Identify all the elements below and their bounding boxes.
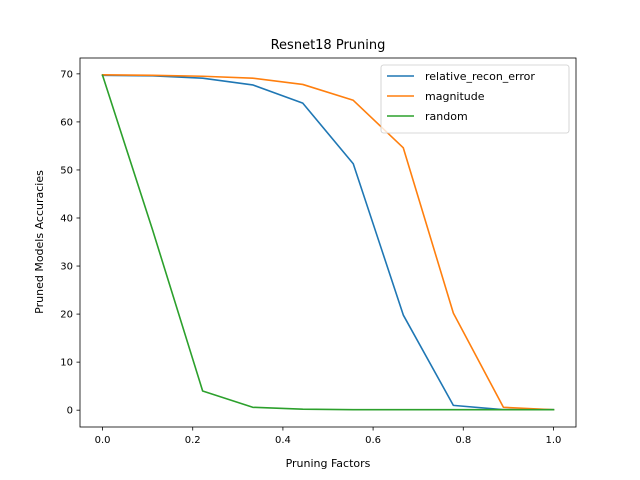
- x-axis-label: Pruning Factors: [286, 457, 371, 470]
- y-axis-label: Pruned Models Accuracies: [33, 170, 46, 314]
- x-tick-label: 0.0: [95, 435, 111, 446]
- chart-title: Resnet18 Pruning: [271, 38, 386, 53]
- y-tick-label: 60: [60, 117, 73, 128]
- series-line-1: [101, 74, 555, 411]
- series-line-0: [101, 74, 555, 411]
- y-tick-label: 20: [60, 310, 73, 321]
- series-line-2: [101, 74, 555, 411]
- legend-label-2: random: [425, 110, 468, 123]
- y-tick-label: 70: [60, 69, 73, 80]
- axes: 0.0 0.2 0.4 0.6 0.8 1.0 0 10 20 30 40 50 60 70: [60, 57, 577, 446]
- y-tick-label: 10: [60, 358, 73, 369]
- legend: relative_recon_error magnitude random: [380, 64, 570, 134]
- legend-label-1: magnitude: [425, 90, 485, 103]
- plot-lines: [101, 74, 555, 411]
- x-tick-label: 0.6: [365, 435, 381, 446]
- y-tick-label: 30: [60, 262, 73, 273]
- legend-label-0: relative_recon_error: [425, 70, 535, 83]
- y-tick-label: 40: [60, 213, 73, 224]
- x-tick-label: 0.4: [275, 435, 291, 446]
- legend-box: [380, 64, 570, 134]
- x-tick-label: 1.0: [546, 435, 562, 446]
- x-tick-label: 0.8: [455, 435, 471, 446]
- plot-frame: [79, 57, 577, 428]
- y-tick-label: 50: [60, 165, 73, 176]
- x-tick-label: 0.2: [185, 435, 201, 446]
- y-tick-label: 0: [67, 406, 73, 417]
